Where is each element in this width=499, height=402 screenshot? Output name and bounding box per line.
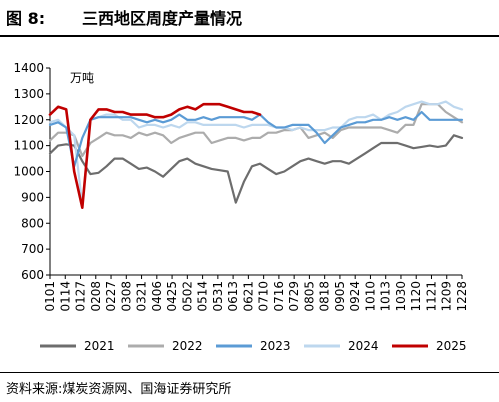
y-tick-label: 1300 <box>13 87 44 101</box>
bottom-rule <box>0 372 499 373</box>
legend-label-2023: 2023 <box>260 339 291 353</box>
source-note: 资料来源:煤炭资源网、国海证券研究所 <box>6 382 232 397</box>
x-tick-label: 0321 <box>135 281 149 312</box>
y-tick-label: 900 <box>21 190 44 204</box>
x-tick-label: 0613 <box>226 281 240 312</box>
top-rule <box>0 35 499 37</box>
figure-title: 三西地区周度产量情况 <box>82 9 243 28</box>
x-tick-label: 0406 <box>150 281 164 312</box>
legend-label-2025: 2025 <box>436 339 467 353</box>
x-tick-label: 0924 <box>348 281 362 312</box>
x-tick-label: 0716 <box>272 281 286 312</box>
legend-label-2021: 2021 <box>84 339 115 353</box>
series-line-2021 <box>48 134 464 204</box>
figure-label: 图 8: <box>6 9 46 28</box>
x-tick-label: 0114 <box>58 281 72 312</box>
x-tick-label: 0502 <box>180 281 194 312</box>
x-tick-label: 1010 <box>363 281 377 312</box>
x-tick-label: 0227 <box>104 281 118 312</box>
unit-label: 万吨 <box>70 71 94 85</box>
x-tick-label: 0101 <box>43 281 57 312</box>
y-tick-label: 1200 <box>13 113 44 127</box>
x-tick-label: 0805 <box>302 281 316 312</box>
x-tick-label: 0531 <box>211 281 225 312</box>
y-tick-label: 1000 <box>13 165 44 179</box>
x-tick-label: 1120 <box>409 281 423 312</box>
x-tick-label: 1209 <box>440 281 454 312</box>
x-tick-label: 1228 <box>455 281 469 312</box>
series-line-2025 <box>48 102 262 209</box>
legend-label-2022: 2022 <box>172 339 203 353</box>
x-tick-label: 0208 <box>89 281 103 312</box>
x-tick-label: 0514 <box>196 281 210 312</box>
x-tick-label: 0127 <box>74 281 88 312</box>
x-tick-label: 0425 <box>165 281 179 312</box>
x-tick-label: 0308 <box>119 281 133 312</box>
figure-header: 图 8: 三西地区周度产量情况 <box>0 0 499 36</box>
x-tick-label: 0905 <box>333 281 347 312</box>
series-line-2022 <box>48 103 464 158</box>
x-tick-label: 0710 <box>257 281 271 312</box>
legend-label-2024: 2024 <box>348 339 379 353</box>
y-tick-label: 700 <box>21 242 44 256</box>
series-line-2023 <box>48 110 464 168</box>
y-tick-label: 1400 <box>13 61 44 75</box>
x-tick-label: 0818 <box>318 281 332 312</box>
y-tick-label: 1100 <box>13 139 44 153</box>
x-tick-label: 0621 <box>241 281 255 312</box>
y-tick-label: 600 <box>21 268 44 282</box>
x-tick-label: 0729 <box>287 281 301 312</box>
y-tick-label: 800 <box>21 216 44 230</box>
x-tick-label: 1030 <box>394 281 408 312</box>
x-tick-label: 1121 <box>424 281 438 312</box>
x-tick-label: 1013 <box>379 281 393 312</box>
